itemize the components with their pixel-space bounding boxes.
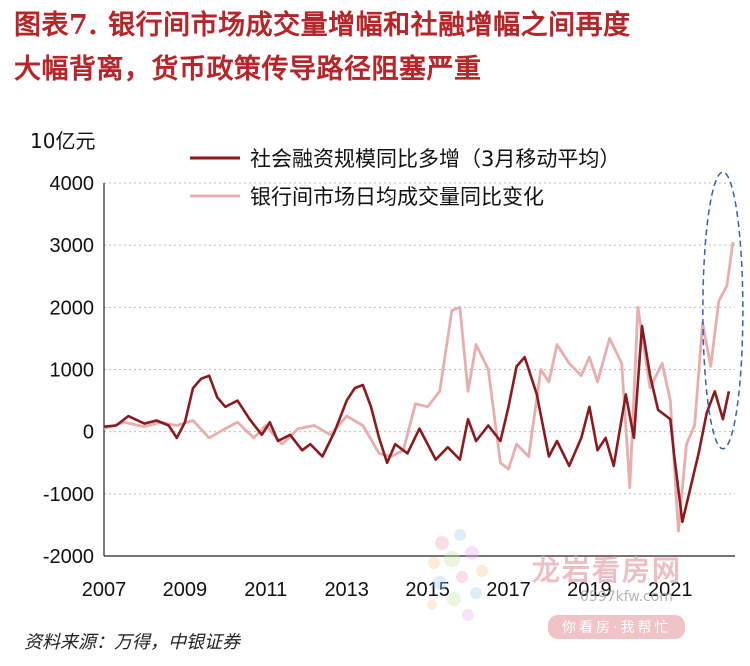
x-tick-label: 2021: [648, 579, 693, 601]
legend-label-interbank-volume: 银行间市场日均成交量同比变化: [250, 185, 544, 209]
source-note: 资料来源：万得，中银证券: [24, 632, 240, 653]
y-tick-label: -1000: [43, 484, 94, 506]
figure-title: 图表7. 银行间市场成交量增幅和社融增幅之间再度 大幅背离，货币政策传导路径阻塞…: [14, 4, 744, 92]
x-tick-label: 2007: [82, 579, 127, 601]
figure-title-line1: 图表7. 银行间市场成交量增幅和社融增幅之间再度: [14, 10, 631, 41]
y-tick-label: 2000: [50, 297, 95, 319]
x-tick-label: 2013: [324, 579, 369, 601]
watermark-url: 0597kfw.com: [580, 589, 673, 605]
y-tick-label: -2000: [43, 546, 94, 568]
x-tick-label: 2019: [567, 579, 612, 601]
y-tick-label: 1000: [50, 360, 95, 382]
x-tick-label: 2015: [405, 579, 450, 601]
legend-label-social-financing: 社会融资规模同比多增（3月移动平均）: [250, 147, 620, 171]
watermark-brand: 龙岩看房网: [532, 554, 683, 587]
watermark-slogan: 你看房·我帮忙: [548, 615, 686, 639]
y-tick-label: 3000: [50, 235, 95, 257]
x-tick-label: 2011: [244, 579, 287, 601]
x-tick-label: 2017: [486, 579, 531, 601]
highlight-ellipse: [702, 171, 744, 450]
series-line-social-financing: [103, 324, 731, 524]
y-unit-label: 10亿元: [30, 129, 95, 153]
watermark-logo-icon: [427, 529, 488, 621]
y-tick-label: 4000: [50, 173, 95, 195]
y-tick-label: 0: [83, 422, 94, 444]
series-line-interbank-volume: [103, 241, 735, 533]
watermark: 龙岩看房网 0597kfw.com 你看房·我帮忙: [420, 515, 740, 645]
figure-title-line2: 大幅背离，货币政策传导路径阻塞严重: [14, 54, 482, 85]
x-tick-label: 2009: [163, 579, 208, 601]
